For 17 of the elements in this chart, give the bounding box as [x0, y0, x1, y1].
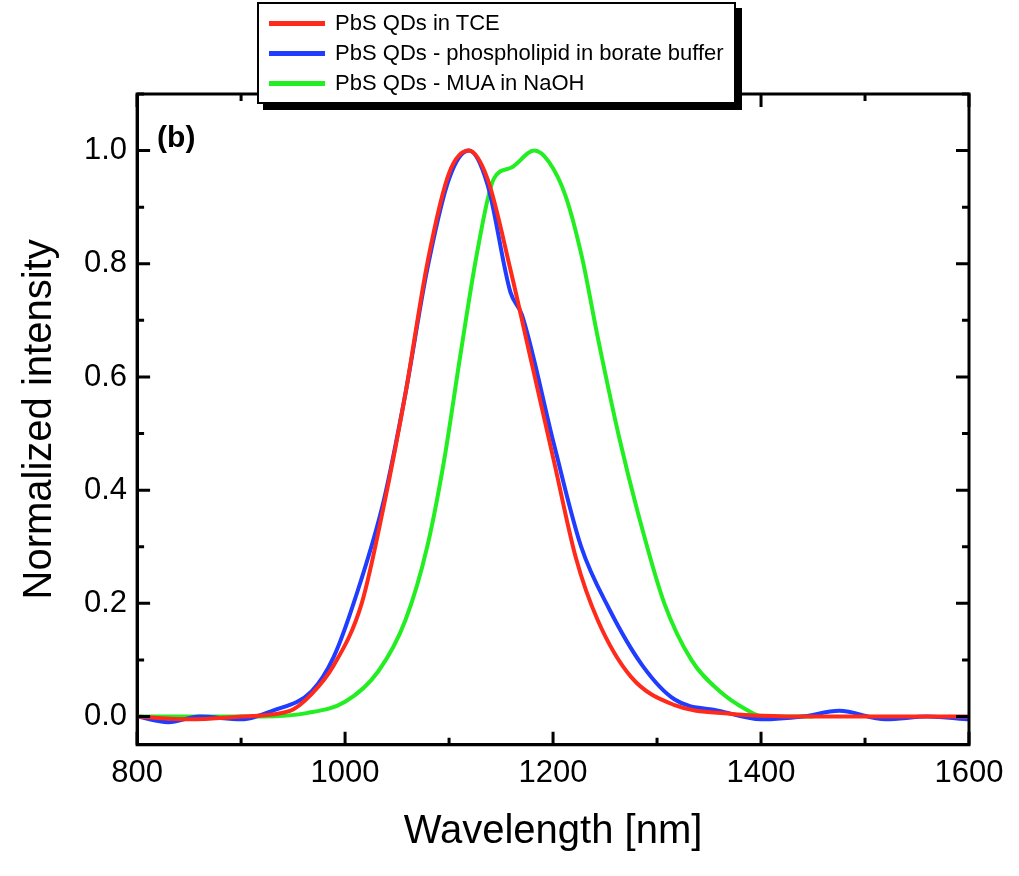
y-tick-label: 0.0	[83, 697, 128, 733]
y-tick-label: 1.0	[83, 131, 128, 167]
y-tick-label: 0.8	[83, 244, 128, 280]
x-tick-label: 1600	[934, 753, 1004, 789]
y-tick-label: 0.4	[83, 470, 128, 506]
x-tick-label: 1000	[310, 753, 380, 789]
legend-label: PbS QDs in TCE	[335, 9, 500, 37]
x-tick-label: 1400	[726, 753, 796, 789]
x-tick-label: 800	[111, 753, 163, 789]
y-tick-label: 0.2	[83, 583, 128, 619]
x-axis-title: Wavelength [nm]	[403, 807, 703, 852]
legend-label: PbS QDs - phospholipid in borate buffer	[335, 39, 724, 67]
x-tick-label: 1200	[518, 753, 588, 789]
legend-label: PbS QDs - MUA in NaOH	[335, 69, 585, 97]
y-axis-title: Normalized intensity	[15, 239, 60, 600]
y-tick-label: 0.6	[83, 357, 128, 393]
annotation: (b)	[157, 120, 196, 154]
